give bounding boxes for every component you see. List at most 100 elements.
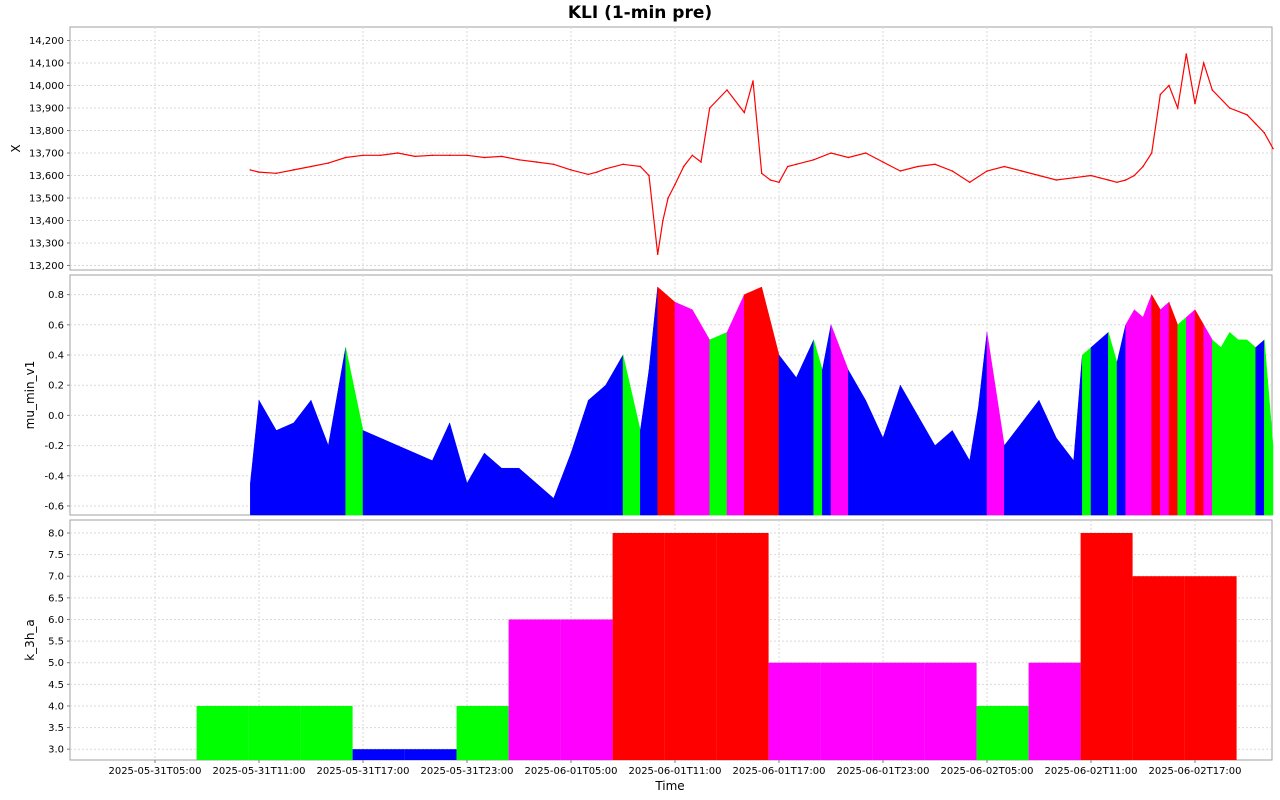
x-data-point — [708, 107, 711, 109]
x-data-point — [1185, 53, 1188, 55]
mu-area-segment — [1177, 316, 1187, 516]
chart-title: KLI (1-min pre) — [568, 3, 712, 23]
x-tick-label: 2025-06-02T11:00 — [1044, 766, 1137, 777]
mu-area-segment — [934, 429, 953, 516]
x-data-point — [396, 152, 399, 154]
y-axis-label: mu_min_v1 — [23, 361, 37, 430]
y-tick-label: 6.0 — [48, 615, 64, 626]
x-data-point — [743, 111, 746, 114]
mu-area-segment — [1082, 346, 1092, 516]
x-data-point — [552, 163, 555, 166]
x-tick-label: 2025-06-01T05:00 — [524, 766, 617, 777]
x-data-point — [786, 165, 789, 168]
k-bar — [300, 705, 353, 760]
k-bar — [404, 749, 457, 760]
mu-area-segment — [1160, 301, 1170, 516]
mu-area-segment — [397, 445, 416, 516]
x-data-point — [951, 170, 954, 172]
mu-area-segment — [1134, 309, 1144, 516]
x-data-point — [604, 167, 607, 170]
x-data-point — [1003, 165, 1006, 168]
mu-area-segment — [1203, 323, 1213, 516]
mu-area-segment — [778, 354, 797, 516]
y-tick-label: 13,800 — [29, 126, 64, 137]
k-bar — [508, 619, 561, 760]
x-data-point — [667, 197, 669, 199]
y-tick-label: -0.6 — [44, 501, 64, 512]
x-tick-label: 2025-05-31T17:00 — [316, 766, 409, 777]
k-bar — [1080, 532, 1133, 760]
x-data-point — [1168, 84, 1170, 87]
y-tick-label: 8.0 — [48, 528, 64, 539]
mu-area-segment — [1194, 308, 1204, 516]
y-tick-label: 13,400 — [29, 216, 64, 227]
x-data-point — [1055, 179, 1058, 181]
k-bar — [716, 532, 769, 760]
y-tick-label: -0.4 — [44, 471, 64, 482]
y-tick-label: 4.0 — [48, 701, 64, 712]
y-tick-label: 13,900 — [29, 104, 64, 115]
mu-area-segment — [674, 301, 693, 516]
mu-area-segment — [1168, 302, 1178, 516]
x-data-point — [662, 219, 664, 222]
k-bar — [1028, 662, 1081, 760]
x-data-point — [986, 170, 988, 172]
x-data-point — [362, 154, 364, 157]
x-data-point — [674, 183, 676, 186]
x-data-point — [466, 154, 468, 157]
x-data-point — [1150, 152, 1153, 154]
x-data-point — [1272, 147, 1274, 150]
y-tick-label: 7.0 — [48, 572, 64, 583]
x-data-point — [1246, 113, 1248, 116]
mu-area-segment — [362, 430, 381, 516]
mu-area-segment — [744, 286, 762, 516]
y-tick-label: 5.0 — [48, 658, 64, 669]
x-data-point — [778, 181, 780, 184]
x-data-point — [1020, 170, 1023, 172]
x-data-point — [769, 179, 772, 181]
y-axis-label: k_3h_a — [23, 619, 37, 661]
x-tick-label: 2025-06-01T23:00 — [836, 766, 929, 777]
chart-panels: 13,200 13,300 13,400 13,500 13,600 13,700 13,8… — [9, 26, 1274, 777]
mu-area-segment — [588, 384, 606, 516]
x-data-point — [639, 165, 642, 168]
mu-area-segment — [414, 452, 433, 516]
x-data-point — [760, 172, 763, 175]
mu-area-segment — [1229, 331, 1239, 516]
x-data-point — [518, 158, 520, 161]
x-data-point — [1202, 62, 1205, 64]
x-data-point — [535, 161, 538, 163]
x-data-point — [258, 171, 260, 173]
mu-area-segment — [1220, 331, 1230, 516]
panel-X: 13,200 13,300 13,400 13,500 13,600 13,700 13,8… — [9, 26, 1274, 272]
x-data-point — [847, 156, 850, 159]
k-bar — [664, 532, 717, 760]
mu-area-segment — [1125, 308, 1135, 516]
k-bar — [196, 705, 249, 760]
x-data-point — [1124, 179, 1127, 181]
k-bar — [872, 662, 925, 760]
mu-area-segment — [1090, 331, 1109, 516]
x-series-line — [250, 53, 1274, 255]
y-tick-label: -0.2 — [44, 441, 64, 452]
x-data-point — [968, 181, 971, 184]
x-data-point — [622, 163, 624, 166]
x-data-point — [1159, 93, 1162, 96]
k-bar — [560, 619, 613, 760]
x-data-point — [1107, 179, 1110, 181]
k-bar — [612, 532, 665, 760]
x-data-point — [648, 174, 650, 177]
x-data-point — [726, 89, 728, 91]
x-data-point — [1072, 176, 1075, 179]
x-data-point — [812, 158, 815, 161]
mu-area-segment — [1246, 339, 1256, 516]
panel-mu_min_v1: -0.6 -0.4 -0.2 0.0 0.2 0.4 0.6 0.8 mu_min_v1 — [23, 274, 1274, 516]
x-axis-label: Time — [654, 779, 684, 793]
mu-area-segment — [709, 331, 728, 516]
k-bar — [1184, 576, 1237, 760]
k-bar — [1132, 576, 1185, 760]
x-data-point — [752, 80, 754, 82]
mu-area-segment — [1142, 294, 1152, 516]
mu-area-segment — [1255, 339, 1265, 516]
